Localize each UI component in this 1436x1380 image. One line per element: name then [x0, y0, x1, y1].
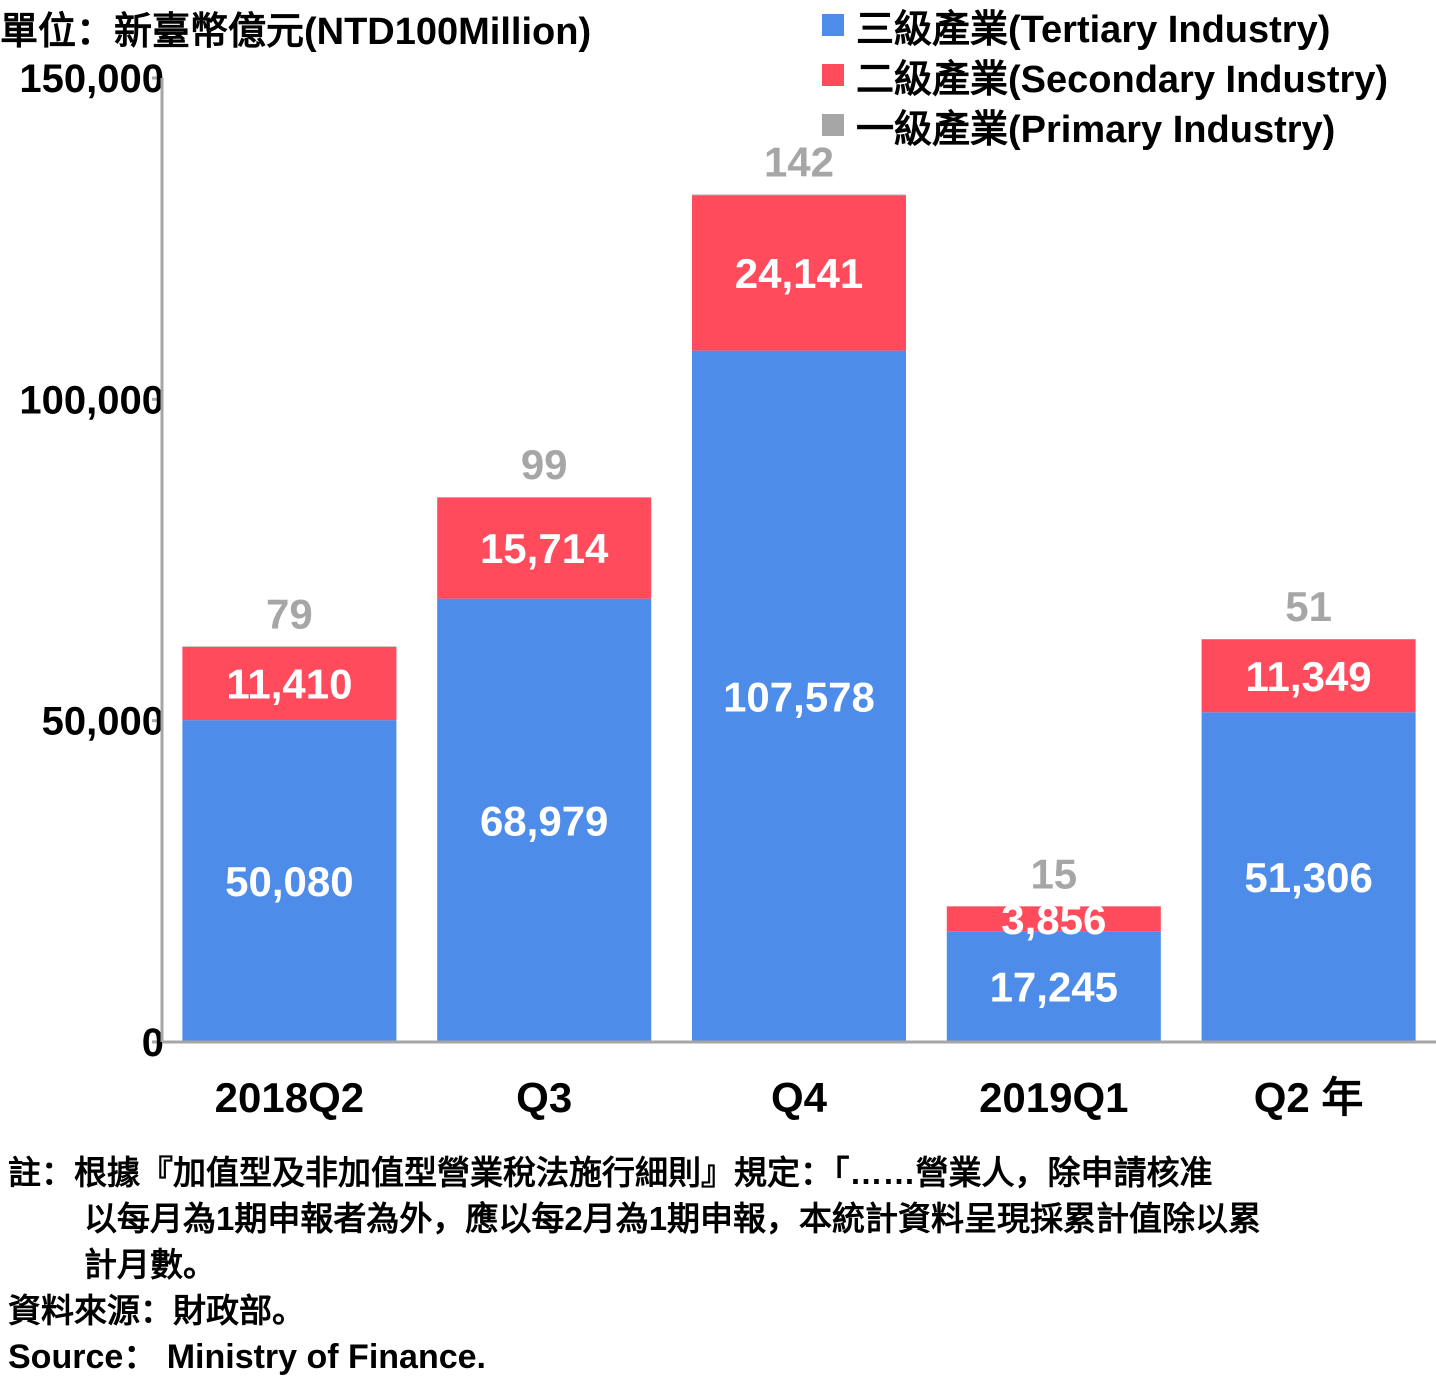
data-label-secondary: 15,714: [480, 525, 609, 572]
stacked-bar-chart: 0 50,000 100,000 150,000 50,080 11,410 79 2018Q…: [19, 57, 1436, 1121]
y-tick-label: 150,000: [19, 57, 164, 101]
bar-tertiary: [691, 350, 907, 1042]
data-label-secondary: 3,856: [1001, 896, 1106, 943]
y-tick-label: 50,000: [42, 700, 164, 744]
bar-tertiary: [182, 720, 397, 1042]
data-label-tertiary: 107,578: [723, 673, 875, 720]
legend-label-secondary: 二級產業(Secondary Industry): [856, 58, 1389, 101]
x-tick-label: Q2 年: [1254, 1074, 1364, 1121]
data-label-primary: 142: [764, 139, 834, 186]
bar-secondary: [946, 906, 1161, 932]
bar-secondary: [691, 195, 907, 351]
bar-tertiary: [1201, 712, 1416, 1042]
bar-secondary: [182, 646, 397, 721]
bar-secondary: [1201, 639, 1416, 713]
data-label-secondary: 11,349: [1246, 653, 1372, 700]
data-label-tertiary: 51,306: [1244, 854, 1372, 901]
data-label-secondary: 11,410: [226, 660, 352, 707]
bar-secondary: [437, 497, 652, 599]
legend: 三級產業(Tertiary Industry) 二級產業(Secondary I…: [822, 0, 1389, 151]
note-line-1: 註：根據『加值型及非加值型營業稅法施行細則』規定：「……營業人，除申請核准: [8, 1154, 1213, 1191]
legend-swatch-secondary: [822, 64, 844, 86]
footnotes: 註：根據『加值型及非加值型營業稅法施行細則』規定：「……營業人，除申請核准 以每…: [8, 1150, 1261, 1380]
data-label-secondary: 24,141: [735, 250, 863, 297]
unit-label: 單位：新臺幣億元(NTD100Million): [0, 11, 592, 53]
x-tick-label: 2019Q1: [979, 1074, 1128, 1121]
note-line-3: 計月數。: [84, 1246, 216, 1283]
legend-label-tertiary: 三級產業(Tertiary Industry): [856, 8, 1331, 51]
data-label-tertiary: 50,080: [225, 858, 353, 905]
bar-primary: [182, 646, 397, 647]
note-line-2: 以每月為1期申報者為外，應以每2月為1期申報，本統計資料呈現採累計值除以累: [84, 1200, 1262, 1237]
y-tick-label: 0: [142, 1021, 164, 1065]
data-label-tertiary: 17,245: [990, 964, 1118, 1011]
x-tick-label: Q4: [771, 1074, 828, 1121]
legend-label-primary: 一級產業(Primary Industry): [856, 108, 1336, 151]
bar-primary: [437, 497, 652, 498]
x-tick-label: 2018Q2: [215, 1074, 364, 1121]
bar-tertiary: [437, 598, 652, 1042]
legend-swatch-tertiary: [822, 14, 844, 36]
y-tick-label: 100,000: [19, 378, 164, 422]
data-label-primary: 99: [521, 441, 568, 488]
bar-primary: [691, 194, 907, 196]
data-label-primary: 51: [1285, 583, 1332, 630]
source-zh: 資料來源：財政部。: [8, 1292, 305, 1329]
legend-item-primary: 一級產業(Primary Industry): [822, 100, 1388, 151]
x-tick-label: Q3: [516, 1074, 572, 1121]
legend-swatch-primary: [822, 114, 844, 136]
legend-item-tertiary: 三級產業(Tertiary Industry): [822, 0, 1388, 51]
data-label-primary: 15: [1030, 850, 1077, 897]
bar-tertiary: [946, 931, 1161, 1042]
source-en: Source： Ministry of Finance.: [8, 1338, 486, 1376]
data-label-tertiary: 68,979: [480, 797, 608, 844]
data-label-primary: 79: [266, 590, 313, 637]
legend-item-secondary: 二級產業(Secondary Industry): [822, 50, 1389, 101]
